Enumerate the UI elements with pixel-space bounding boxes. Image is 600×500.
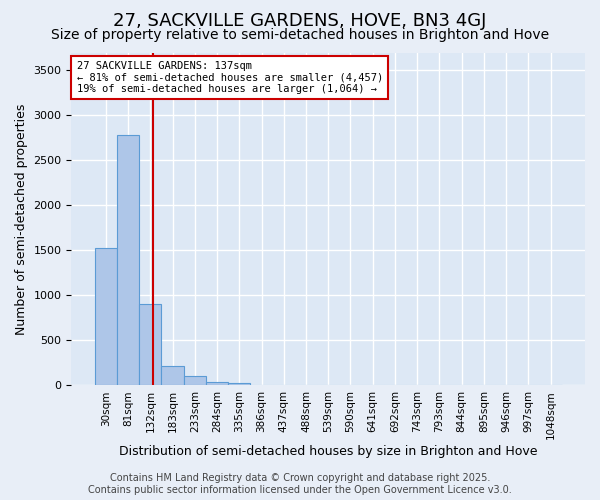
Bar: [95, 248, 117, 386]
Text: Size of property relative to semi-detached houses in Brighton and Hove: Size of property relative to semi-detach…: [51, 28, 549, 42]
Bar: [117, 136, 139, 386]
Bar: [206, 382, 228, 386]
Bar: [184, 376, 206, 386]
Text: 27 SACKVILLE GARDENS: 137sqm
← 81% of semi-detached houses are smaller (4,457)
1: 27 SACKVILLE GARDENS: 137sqm ← 81% of se…: [77, 61, 383, 94]
Text: 27, SACKVILLE GARDENS, HOVE, BN3 4GJ: 27, SACKVILLE GARDENS, HOVE, BN3 4GJ: [113, 12, 487, 30]
Y-axis label: Number of semi-detached properties: Number of semi-detached properties: [15, 104, 28, 334]
Bar: [161, 366, 184, 386]
X-axis label: Distribution of semi-detached houses by size in Brighton and Hove: Distribution of semi-detached houses by …: [119, 444, 538, 458]
Bar: [139, 304, 161, 386]
Text: Contains HM Land Registry data © Crown copyright and database right 2025.
Contai: Contains HM Land Registry data © Crown c…: [88, 474, 512, 495]
Bar: [228, 383, 250, 386]
